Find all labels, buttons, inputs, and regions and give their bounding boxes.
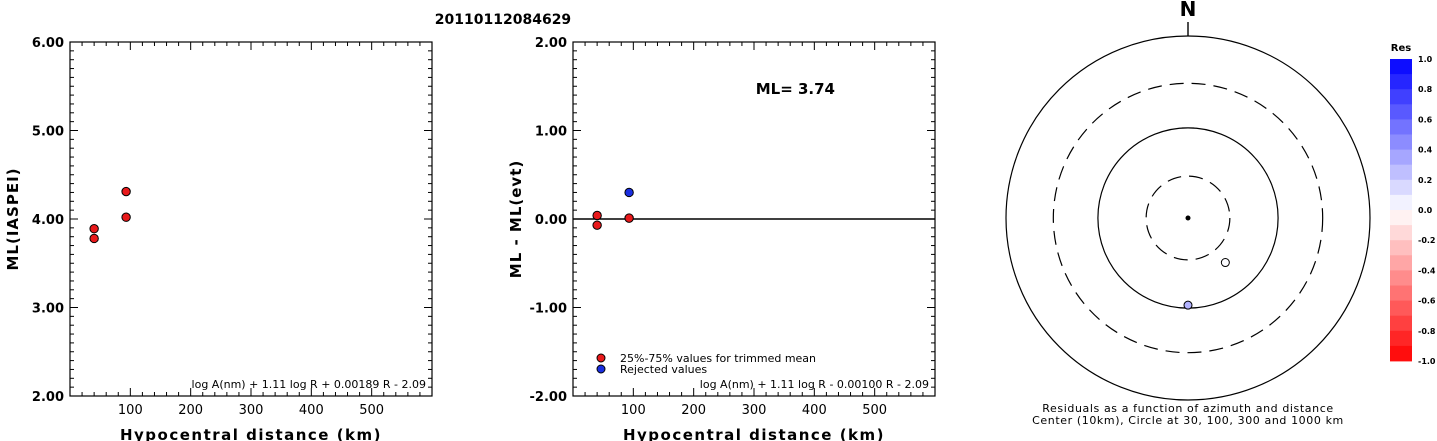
colorbar-segment	[1390, 225, 1412, 241]
colorbar-segment	[1390, 300, 1412, 317]
y-tick-label: 4.00	[32, 213, 64, 228]
colorbar-segment	[1390, 104, 1412, 120]
colorbar-segment	[1390, 255, 1412, 271]
y-axis-label: ML - ML(evt)	[507, 160, 525, 278]
data-point	[624, 187, 634, 198]
x-tick-label: 200	[178, 403, 203, 418]
data-point	[89, 233, 99, 244]
legend-marker	[596, 364, 606, 374]
x-tick-label: 400	[802, 403, 827, 418]
colorbar-segment	[1390, 270, 1412, 286]
x-axis-label: Hypocentral distance (km)	[623, 426, 885, 441]
colorbar-title: Res	[1391, 43, 1411, 54]
y-tick-label: 0.00	[535, 213, 567, 228]
legend-label: 25%-75% values for trimmed mean	[620, 352, 816, 365]
data-point	[121, 186, 131, 197]
colorbar-segment	[1390, 194, 1412, 211]
azimuth-caption-line2: Center (10km), Circle at 30, 100, 300 an…	[1032, 414, 1344, 427]
y-tick-label: 2.00	[535, 36, 567, 51]
colorbar-tick-label: 0.0	[1418, 206, 1433, 215]
y-tick-label: 1.00	[535, 125, 567, 140]
colorbar-tick-label: -0.4	[1418, 266, 1436, 275]
azimuth-caption-line1: Residuals as a function of azimuth and d…	[1042, 402, 1333, 415]
data-point	[89, 224, 99, 234]
colorbar-segment	[1390, 59, 1412, 75]
colorbar-segment	[1390, 74, 1412, 90]
colorbar-segment	[1390, 179, 1412, 196]
colorbar-segment	[1390, 134, 1412, 150]
distance-ring	[1145, 175, 1231, 261]
y-tick-label: -2.00	[530, 390, 567, 405]
colorbar-segment	[1390, 119, 1412, 135]
colorbar-segment	[1390, 285, 1412, 301]
distance-ring	[1052, 82, 1324, 354]
colorbar-segment	[1390, 240, 1412, 256]
magnitude-distance-panel: 100 200 300 400 500 2.00 3.00 4.00 5.00 6.00 Hypoc…	[4, 36, 433, 441]
data-point	[592, 210, 602, 221]
epicenter-marker	[1185, 215, 1191, 221]
x-tick-label: 400	[299, 403, 324, 418]
y-tick-label: 6.00	[32, 36, 64, 51]
colorbar-tick-label: -0.8	[1418, 327, 1436, 336]
colorbar-segment	[1390, 315, 1412, 332]
x-tick-label: 300	[742, 403, 767, 418]
formula-label: log A(nm) + 1.11 log R - 0.00100 R - 2.0…	[700, 378, 929, 391]
station-marker	[1220, 258, 1230, 268]
x-tick-label: 100	[118, 403, 143, 418]
legend-marker	[596, 353, 606, 363]
residual-distance-panel: 100 200 300 400 500 -2.00 -1.00 0.00 1.00 2.00 Hyp…	[507, 36, 936, 441]
colorbar-tick-label: -0.2	[1418, 236, 1436, 245]
x-axis-label: Hypocentral distance (km)	[120, 426, 382, 441]
x-tick-label: 300	[239, 403, 264, 418]
data-point	[592, 220, 602, 230]
colorbar-segment	[1390, 164, 1412, 181]
colorbar-segment	[1390, 345, 1412, 362]
colorbar-tick-label: 0.6	[1418, 115, 1433, 124]
colorbar-tick-label: -1.0	[1418, 357, 1436, 366]
colorbar-segment	[1390, 149, 1412, 166]
colorbar-segment	[1390, 89, 1412, 105]
colorbar-tick-label: 1.0	[1418, 55, 1433, 64]
x-tick-label: 100	[621, 403, 646, 418]
colorbar-tick-label: 0.2	[1418, 176, 1432, 185]
data-point	[624, 213, 634, 223]
station-marker	[1183, 300, 1193, 310]
figure-title: 20110112084629	[435, 12, 571, 28]
colorbar-tick-label: 0.8	[1418, 85, 1433, 94]
x-tick-label: 500	[862, 403, 887, 418]
colorbar-segment	[1390, 330, 1412, 347]
x-tick-label: 500	[359, 403, 384, 418]
y-tick-label: -1.00	[530, 302, 567, 317]
colorbar-segment	[1390, 210, 1412, 226]
y-tick-label: 3.00	[32, 302, 64, 317]
y-tick-label: 2.00	[32, 390, 64, 405]
north-label: N	[1180, 0, 1197, 21]
data-point	[121, 212, 131, 222]
legend-label: Rejected values	[620, 363, 707, 376]
colorbar-tick-label: -0.6	[1418, 297, 1436, 306]
formula-label: log A(nm) + 1.11 log R + 0.00189 R - 2.0…	[192, 378, 426, 391]
azimuth-residual-panel: N Residuals as a function of azimuth and …	[1005, 0, 1436, 427]
y-axis-label: ML(IASPEI)	[4, 167, 22, 270]
y-tick-label: 5.00	[32, 125, 64, 140]
ml-annotation: ML= 3.74	[756, 80, 835, 98]
colorbar-tick-label: 0.4	[1418, 146, 1433, 155]
x-tick-label: 200	[681, 403, 706, 418]
